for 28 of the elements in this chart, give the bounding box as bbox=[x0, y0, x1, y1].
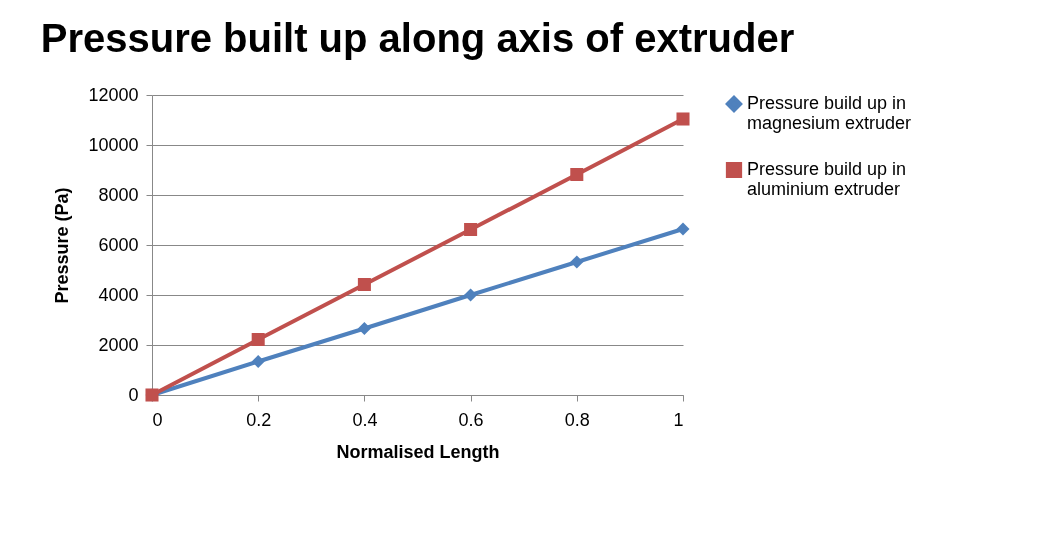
point bbox=[570, 255, 584, 269]
legend-label: Pressure build up in magnesium extruder bbox=[747, 93, 912, 133]
point bbox=[251, 354, 265, 369]
point bbox=[357, 321, 371, 336]
point bbox=[464, 222, 478, 237]
x-tick-label: 0.6 bbox=[458, 409, 484, 430]
legend-label: Pressure build up in aluminium extruder bbox=[747, 159, 907, 199]
y-tick-label: 0 bbox=[128, 384, 139, 405]
point bbox=[570, 167, 584, 182]
point bbox=[464, 288, 478, 302]
x-axis-title: Normalised Length bbox=[336, 441, 500, 462]
y-tick-label: 2000 bbox=[98, 334, 139, 355]
x-tick-label: 0.2 bbox=[246, 409, 272, 430]
x-tick-label: 0.4 bbox=[352, 409, 378, 430]
x-tick-label: 0 bbox=[152, 409, 163, 430]
point bbox=[676, 222, 690, 236]
y-tick-label: 4000 bbox=[98, 284, 139, 305]
point bbox=[357, 277, 371, 292]
point bbox=[251, 332, 265, 347]
chart-title: Pressure built up along axis of extruder bbox=[40, 16, 795, 60]
x-tick-label: 1 bbox=[673, 409, 684, 430]
y-tick-label: 8000 bbox=[98, 184, 139, 205]
y-axis-title: Pressure (Pa) bbox=[52, 187, 73, 304]
point bbox=[676, 112, 690, 126]
y-tick-label: 12000 bbox=[88, 84, 139, 105]
y-tick-label: 10000 bbox=[88, 134, 139, 155]
x-tick-label: 0.8 bbox=[564, 409, 590, 430]
y-tick-label: 6000 bbox=[98, 234, 139, 255]
